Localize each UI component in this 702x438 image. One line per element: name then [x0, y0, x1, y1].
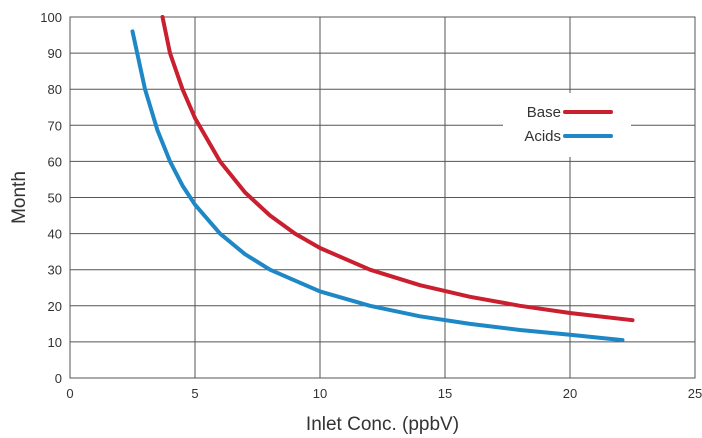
y-tick-label: 80: [48, 82, 62, 97]
x-tick-label: 20: [563, 386, 577, 401]
y-axis-ticks: 0 10 20 30 40 50 60 70 80 90 100: [40, 10, 62, 386]
legend-label-base: Base: [527, 104, 561, 121]
plot-area-frame: [69, 16, 696, 379]
y-axis-title: Month: [9, 171, 30, 224]
y-tick-label: 40: [48, 227, 62, 242]
x-axis-title: Inlet Conc. (ppbV): [306, 414, 459, 435]
y-tick-label: 70: [48, 118, 62, 133]
x-tick-label: 0: [66, 386, 73, 401]
series-line-acids: [130, 29, 625, 343]
y-tick-label: 10: [48, 335, 62, 350]
y-tick-label: 60: [48, 154, 62, 169]
y-tick-label: 100: [40, 10, 62, 25]
x-tick-label: 15: [438, 386, 452, 401]
y-tick-label: 50: [48, 191, 62, 206]
x-tick-label: 25: [688, 386, 702, 401]
gridlines: [69, 16, 696, 379]
y-tick-label: 30: [48, 263, 62, 278]
legend: Base Acids: [503, 93, 631, 157]
y-tick-label: 20: [48, 299, 62, 314]
legend-box: [503, 93, 631, 157]
x-tick-label: 10: [313, 386, 327, 401]
legend-label-acids: Acids: [524, 128, 561, 145]
y-tick-label: 90: [48, 46, 62, 61]
series-lines: [130, 15, 635, 343]
y-tick-label: 0: [55, 371, 62, 386]
x-axis-ticks: 0 5 10 15 20 25: [66, 386, 702, 401]
x-tick-label: 5: [191, 386, 198, 401]
series-line-base: [160, 15, 635, 323]
